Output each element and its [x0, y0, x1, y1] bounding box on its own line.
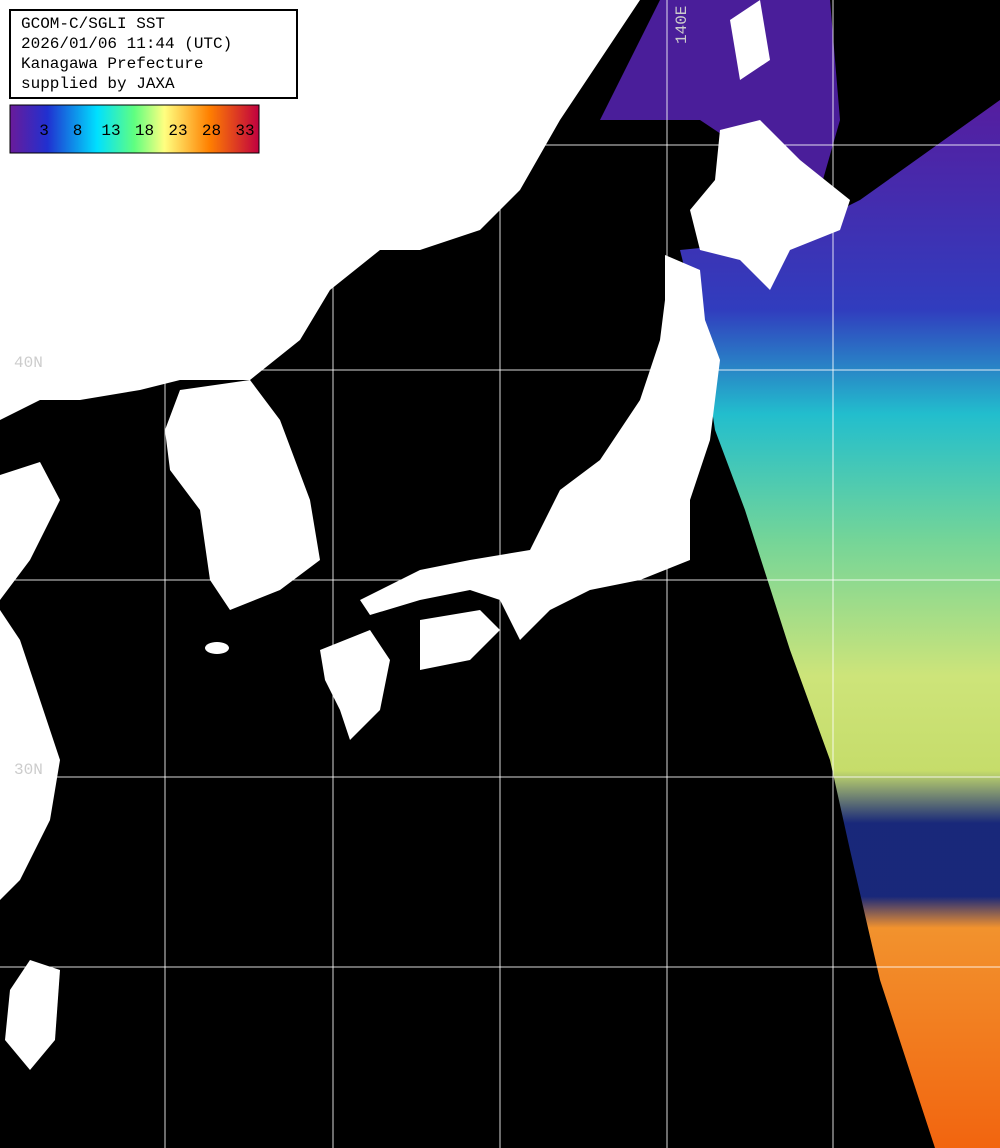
label-box: [9, 9, 298, 99]
colorbar-label: 18: [135, 122, 154, 140]
lat-label: 30N: [14, 761, 43, 779]
label-line: GCOM-C/SGLI SST: [21, 15, 165, 33]
lon-label: 140E: [673, 6, 691, 44]
colorbar-label: 23: [168, 122, 187, 140]
label-line: supplied by JAXA: [21, 75, 175, 93]
colorbar-label: 33: [235, 122, 254, 140]
label-line: 2026/01/06 11:44 (UTC): [21, 35, 232, 53]
colorbar: [9, 104, 260, 154]
colorbar-labels: 3 8 13 18 23 28 33: [39, 122, 254, 140]
lat-label: 40N: [14, 354, 43, 372]
colorbar-label: 8: [73, 122, 83, 140]
colorbar-label: 3: [39, 122, 49, 140]
colorbar-label: 13: [101, 122, 120, 140]
colorbar-label: 28: [202, 122, 221, 140]
sst-swath: [680, 100, 1000, 1148]
label-line: Kanagawa Prefecture: [21, 55, 203, 73]
label-lines: GCOM-C/SGLI SST 2026/01/06 11:44 (UTC) Kan…: [21, 15, 232, 93]
